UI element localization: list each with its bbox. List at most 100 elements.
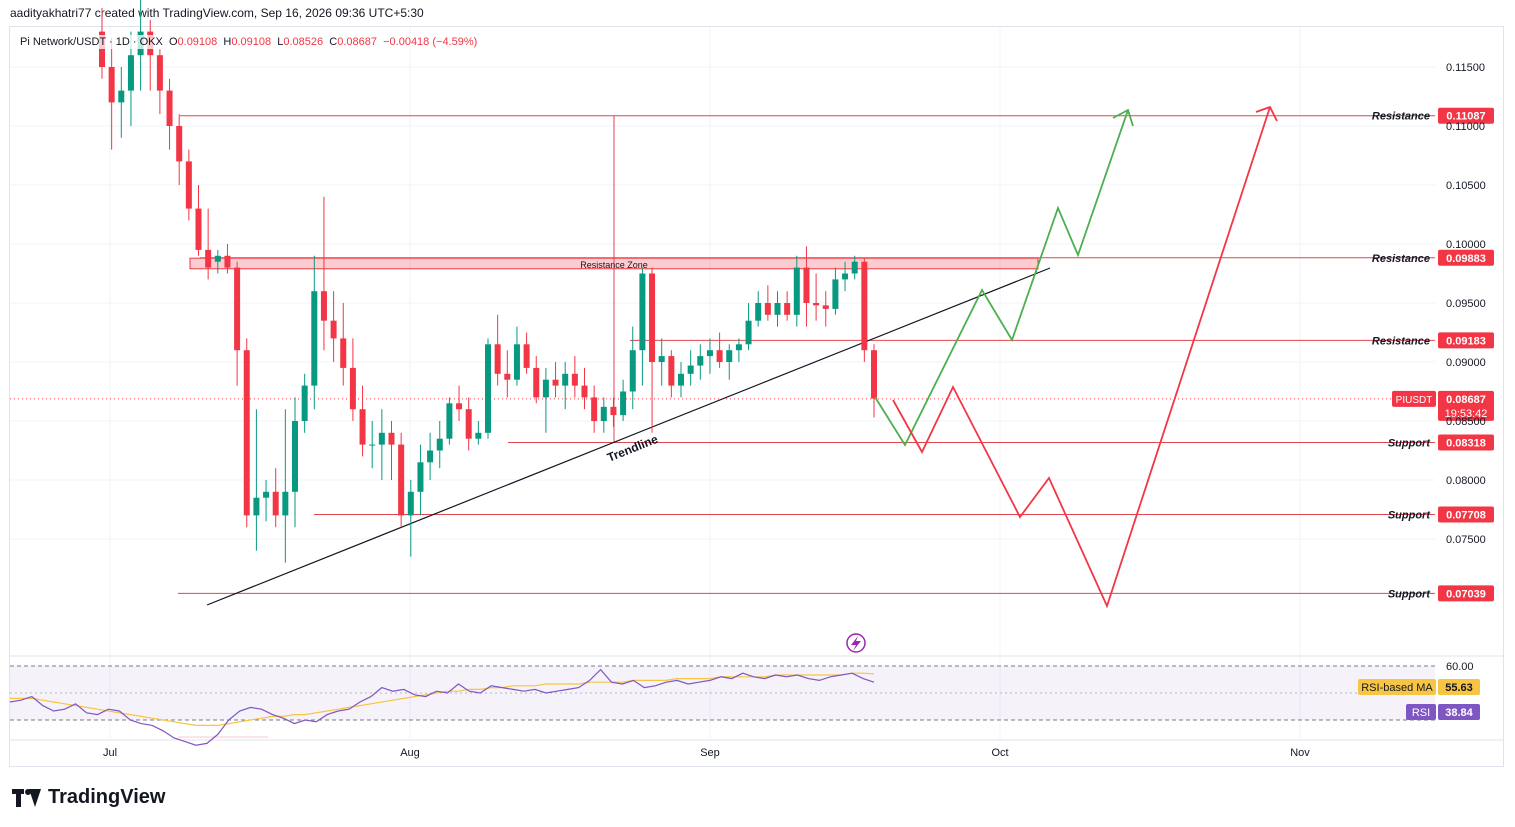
candle bbox=[735, 338, 742, 362]
legend-close-value: 0.08687 bbox=[337, 36, 377, 48]
candle bbox=[755, 291, 762, 327]
level-name-label: Resistance bbox=[1372, 253, 1430, 265]
candle-body bbox=[668, 356, 675, 386]
candles bbox=[99, 0, 877, 563]
candle bbox=[465, 397, 472, 451]
level-lines: Resistance 0.11087 Resistance 0.09883 Resist… bbox=[10, 107, 1494, 602]
candle bbox=[629, 326, 636, 410]
level-price-text: 0.09183 bbox=[1446, 335, 1486, 347]
candle bbox=[359, 385, 366, 457]
candle bbox=[369, 421, 376, 469]
candle bbox=[166, 78, 173, 150]
candle-body bbox=[185, 161, 192, 209]
candle-body bbox=[678, 373, 684, 386]
candle-body bbox=[851, 261, 858, 274]
candle-body bbox=[378, 432, 385, 445]
candle bbox=[726, 344, 733, 380]
rsi-oversold-fill bbox=[178, 736, 268, 738]
candle-body bbox=[359, 409, 366, 445]
candle bbox=[320, 196, 327, 351]
candle bbox=[456, 385, 463, 421]
legend-close-label: C bbox=[329, 36, 338, 48]
candle bbox=[340, 303, 347, 386]
level-price-tag bbox=[1438, 107, 1494, 124]
rsi-tag-label-bg bbox=[1358, 679, 1436, 695]
bullish-arrowhead bbox=[1112, 108, 1134, 127]
candle bbox=[263, 480, 270, 522]
candle-body bbox=[398, 444, 405, 516]
candle bbox=[243, 338, 250, 528]
price-tick-label: 0.08500 bbox=[1446, 416, 1486, 428]
candle-body bbox=[349, 367, 356, 410]
legend-low-value: 0.08526 bbox=[283, 36, 324, 48]
candle-body bbox=[658, 356, 665, 362]
candle bbox=[581, 367, 588, 410]
candle bbox=[272, 468, 279, 528]
candle-body bbox=[591, 397, 598, 421]
price-tick-label: 0.11500 bbox=[1446, 62, 1485, 74]
candle bbox=[842, 261, 849, 292]
candle bbox=[610, 397, 617, 427]
candle bbox=[764, 285, 771, 321]
candle-body bbox=[726, 350, 733, 362]
candle-body bbox=[620, 391, 627, 416]
candle-body bbox=[803, 267, 810, 303]
symbol-tag-text: PIUSDT bbox=[1396, 395, 1433, 406]
candle bbox=[118, 67, 125, 138]
candle-body bbox=[417, 462, 424, 492]
rsi-band bbox=[10, 666, 1435, 720]
level-name-label: Support bbox=[1388, 437, 1431, 449]
level-price-tag bbox=[1438, 249, 1494, 266]
candle bbox=[205, 208, 212, 280]
candle bbox=[282, 409, 289, 563]
candle-body bbox=[330, 320, 337, 339]
price-tick-label: 0.08000 bbox=[1446, 475, 1486, 487]
legend-open-value: 0.09108 bbox=[177, 36, 218, 48]
price-tick-label: 0.10500 bbox=[1446, 180, 1486, 192]
candle bbox=[253, 409, 260, 551]
trendline-line bbox=[206, 267, 1051, 606]
legend-low-label: L bbox=[277, 36, 284, 48]
level-name-label: Resistance bbox=[1372, 335, 1430, 347]
candle-body bbox=[253, 497, 260, 516]
candle-body bbox=[272, 491, 279, 516]
price-tick-label: 0.11000 bbox=[1446, 121, 1485, 133]
legend-high-label: H bbox=[223, 36, 232, 48]
candle bbox=[513, 326, 520, 386]
candle-body bbox=[127, 55, 134, 91]
legend-symbol: Pi Network/USDT · 1D · OKX bbox=[20, 36, 163, 48]
candle-body bbox=[234, 267, 241, 351]
candle-body bbox=[494, 344, 501, 374]
candle bbox=[330, 291, 337, 362]
candle bbox=[176, 114, 183, 185]
candle-body bbox=[552, 379, 559, 386]
candle bbox=[108, 37, 115, 150]
candle-body bbox=[629, 350, 636, 392]
candle-body bbox=[504, 373, 511, 380]
candle bbox=[851, 255, 858, 280]
candle bbox=[871, 344, 877, 418]
candle bbox=[234, 261, 241, 386]
chart-frame bbox=[9, 26, 1504, 767]
candle-body bbox=[649, 273, 656, 362]
candle-body bbox=[513, 344, 520, 380]
level-price-text: 0.07039 bbox=[1446, 588, 1486, 600]
time-tick-label: Nov bbox=[1290, 747, 1310, 759]
level-price-text: 0.07708 bbox=[1446, 509, 1486, 521]
candle-body bbox=[465, 409, 472, 439]
candle bbox=[292, 397, 298, 528]
candle-body bbox=[427, 450, 434, 463]
chart-author-header: aadityakhatri77 created with TradingView… bbox=[10, 6, 424, 20]
candle-body bbox=[292, 421, 298, 492]
candle-body bbox=[687, 365, 694, 374]
tradingview-logo[interactable]: TradingView bbox=[12, 786, 165, 809]
symbol-legend[interactable]: Pi Network/USDT · 1D · OKX O0.09108 H0.0… bbox=[18, 35, 480, 49]
candle-body bbox=[610, 406, 617, 416]
candle bbox=[861, 258, 868, 362]
resistance-zone-label: Resistance Zone bbox=[580, 260, 648, 270]
candle-body bbox=[118, 90, 125, 103]
candle bbox=[349, 338, 356, 421]
candle-body bbox=[784, 303, 791, 315]
level-price-text: 0.09883 bbox=[1446, 253, 1486, 265]
